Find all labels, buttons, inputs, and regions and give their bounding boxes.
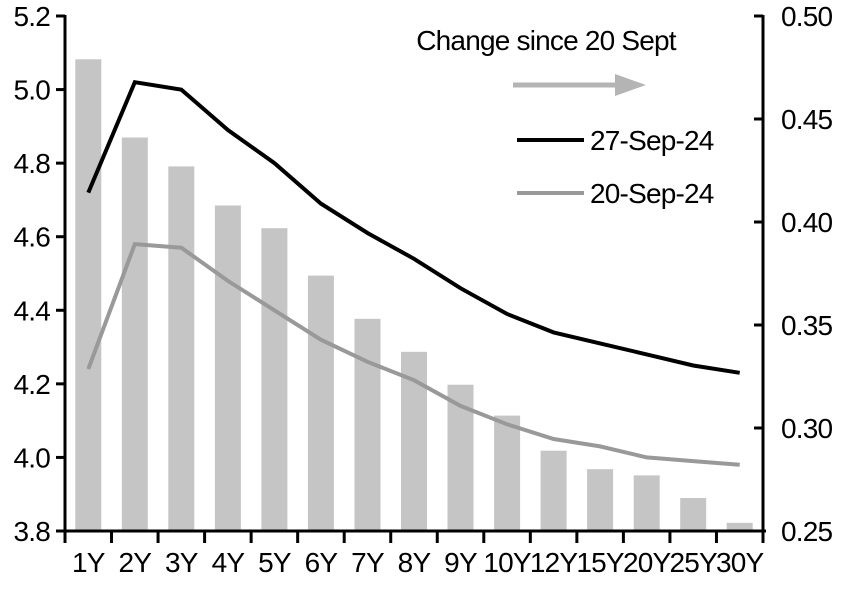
change-bar	[680, 498, 707, 531]
series-line-27sep	[86, 79, 741, 375]
left-axis-tick-label: 4.2	[13, 369, 50, 400]
legend-label-20sep: 20-Sep-24	[590, 178, 714, 209]
x-axis-category-label: 10Y	[483, 547, 532, 578]
axis-labels-group: 5.2 5.0 4.8 4.6 4.4 4.2 4.0 3.8 0.50 0.45 0.40 0.35…	[13, 1, 833, 578]
right-axis-tick-label: 0.25	[781, 516, 833, 547]
x-axis-category-label: 3Y	[165, 547, 199, 578]
x-axis-category-label: 7Y	[351, 547, 385, 578]
right-axis-tick-label: 0.40	[781, 207, 833, 238]
change-bar	[121, 137, 148, 531]
right-axis-tick-label: 0.30	[781, 413, 833, 444]
change-bar	[494, 415, 521, 531]
right-axis-tick-label: 0.35	[781, 310, 833, 341]
x-axis-category-label: 4Y	[212, 547, 246, 578]
x-axis-category-label: 25Y	[669, 547, 718, 578]
legend: Change since 20 Sept 27-Sep-24 20-Sep-24	[416, 25, 714, 209]
left-axis-tick-label: 4.8	[13, 148, 50, 179]
legend-item-27sep: 27-Sep-24	[517, 125, 715, 156]
x-axis-category-label: 15Y	[576, 547, 625, 578]
left-axis-tick-label: 3.8	[13, 516, 50, 547]
change-bar	[75, 59, 102, 532]
x-axis-category-label: 9Y	[444, 547, 478, 578]
x-axis-category-label: 30Y	[716, 547, 765, 578]
bars-group	[75, 59, 753, 532]
change-bar	[633, 475, 660, 531]
right-axis-tick-label: 0.45	[781, 104, 833, 135]
x-axis-category-label: 8Y	[398, 547, 432, 578]
axes-group	[56, 14, 766, 543]
x-axis-category-label: 1Y	[72, 547, 106, 578]
arrow-head	[615, 74, 646, 96]
x-axis-category-label: 5Y	[258, 547, 292, 578]
change-bar	[587, 469, 614, 531]
change-bar	[307, 275, 334, 531]
x-axis-category-label: 6Y	[305, 547, 339, 578]
left-axis-tick-label: 4.6	[13, 222, 50, 253]
x-axis-category-label: 2Y	[118, 547, 152, 578]
change-bar	[214, 205, 241, 531]
change-bar	[726, 522, 753, 531]
left-axis-tick-label: 4.0	[13, 442, 50, 473]
x-axis-category-label: 12Y	[530, 547, 579, 578]
change-arrow-icon	[513, 74, 646, 96]
change-bar	[261, 228, 288, 531]
x-axis-category-label: 20Y	[623, 547, 672, 578]
left-axis-tick-label: 5.2	[13, 1, 50, 32]
change-bar	[354, 318, 381, 531]
legend-label-27sep: 27-Sep-24	[590, 125, 714, 156]
left-axis-tick-label: 5.0	[13, 75, 50, 106]
lines-group	[86, 79, 741, 467]
change-bar	[168, 166, 195, 531]
left-axis-tick-label: 4.4	[13, 295, 50, 326]
change-bar	[540, 450, 567, 531]
series-line-20sep	[86, 241, 740, 467]
legend-item-20sep: 20-Sep-24	[517, 178, 715, 209]
right-axis-tick-label: 0.50	[781, 1, 833, 32]
legend-annotation: Change since 20 Sept	[416, 25, 677, 56]
